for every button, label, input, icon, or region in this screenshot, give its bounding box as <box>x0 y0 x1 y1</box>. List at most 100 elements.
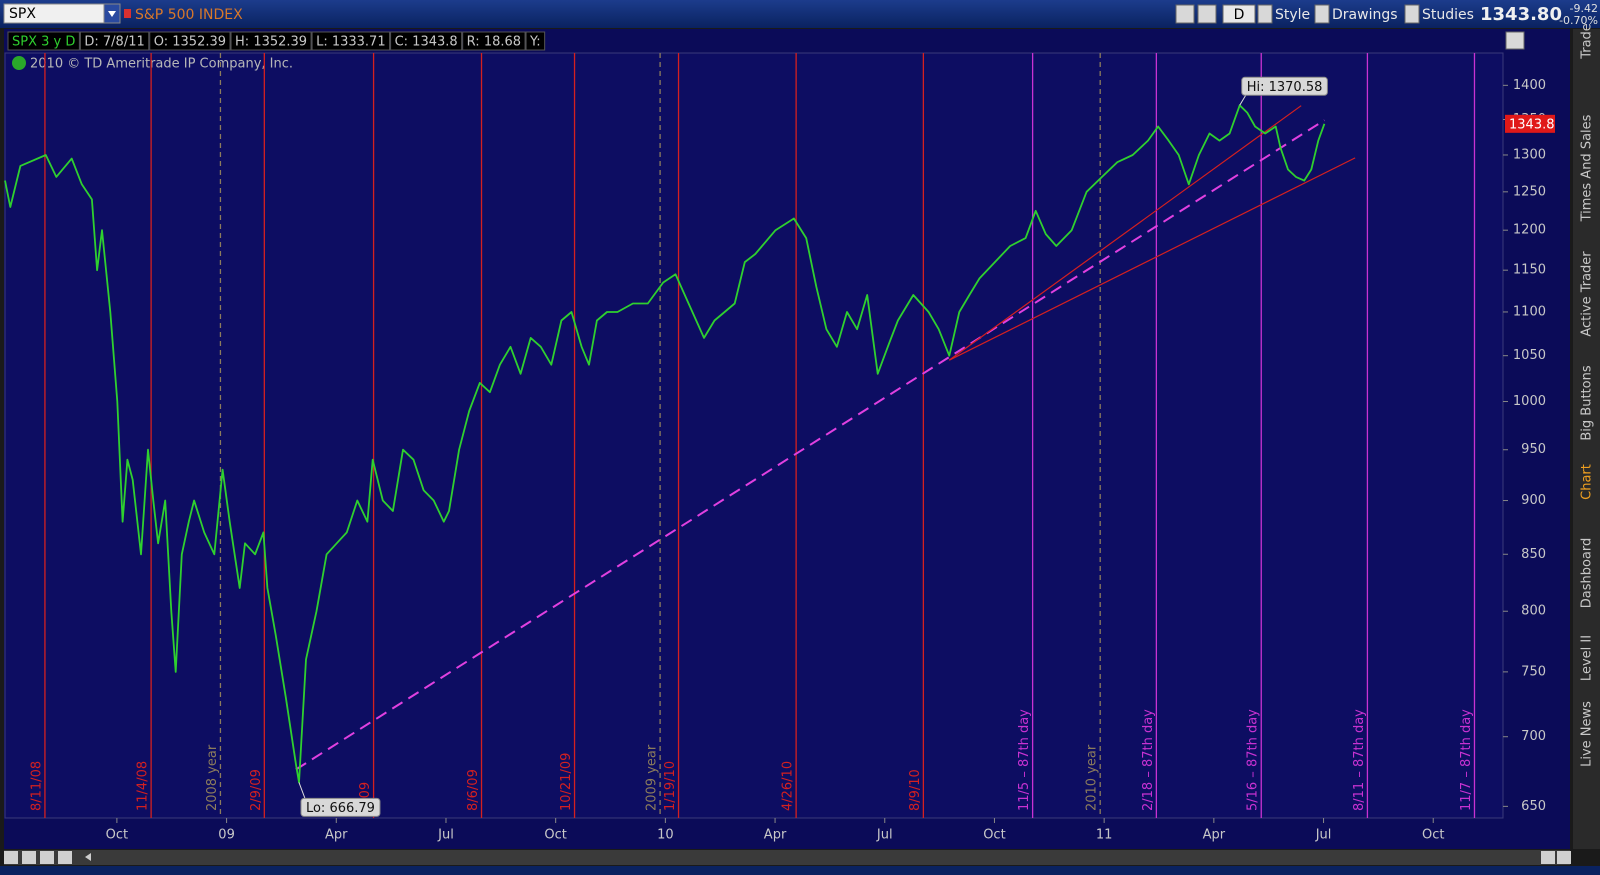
y-tick-label: 950 <box>1521 442 1546 457</box>
trendline <box>948 105 1302 361</box>
link-button[interactable] <box>1175 4 1195 24</box>
event-label: 8/9/10 <box>908 769 923 811</box>
y-tick-label: 1250 <box>1513 184 1546 199</box>
x-tick-label: Apr <box>764 828 787 843</box>
side-tab[interactable]: Trade <box>1580 23 1595 60</box>
change-percent: -0.70% <box>1559 14 1598 27</box>
last-price: 1343.80 <box>1480 4 1562 25</box>
info-bar: SPX 3 y D D: 7/8/11 O: 1352.39 H: 1352.39 L:… <box>7 31 546 51</box>
side-tab[interactable]: Chart <box>1580 464 1595 500</box>
info-box <box>311 31 391 51</box>
side-tabs: Trade Times And Sales Active Trader Big But… <box>1580 23 1595 767</box>
scroll-end[interactable] <box>1557 851 1571 864</box>
side-tab[interactable]: Times And Sales <box>1580 114 1595 222</box>
event-label: 2010 year <box>1085 744 1100 811</box>
info-item: Y: <box>529 35 541 50</box>
event-label: 11/4/08 <box>136 761 151 811</box>
info-item: C: 1343.8 <box>395 35 458 50</box>
trendline <box>948 157 1356 361</box>
scroll-left[interactable] <box>85 853 91 861</box>
event-label: 2/9/09 <box>249 769 264 811</box>
side-tab[interactable]: Level II <box>1580 635 1595 681</box>
side-tab[interactable]: Dashboard <box>1580 538 1595 609</box>
change: -9.42 <box>1570 2 1598 15</box>
period-button[interactable] <box>1222 4 1256 24</box>
toolbar <box>0 0 1600 28</box>
event-label: 1/19/10 <box>663 761 678 811</box>
event-label: 10/21/09 <box>559 753 574 811</box>
last-price-label: 1343.8 <box>1509 117 1555 132</box>
style-icon[interactable] <box>1257 4 1273 24</box>
event-label: 8/6/09 <box>466 769 481 811</box>
period: D <box>1234 7 1245 23</box>
info-box <box>462 31 526 51</box>
event-label: 8/11 – 87th day <box>1352 709 1367 811</box>
y-tick-label: 850 <box>1521 547 1546 562</box>
x-tick-label: Jul <box>437 828 454 843</box>
y-tick-label: 1200 <box>1513 223 1546 238</box>
side-tab[interactable]: Active Trader <box>1580 251 1595 337</box>
zoom-button[interactable] <box>4 851 18 864</box>
annotation-label: Hi: 1370.58 <box>1247 80 1323 95</box>
zoom-button[interactable] <box>58 851 72 864</box>
event-label: 2009 year <box>645 744 660 811</box>
x-tick-label: Oct <box>106 828 128 843</box>
event-label: 5/16 – 87th day <box>1246 709 1261 811</box>
info-box <box>7 31 80 51</box>
studies-icon[interactable] <box>1404 4 1420 24</box>
style-button[interactable]: Style <box>1275 7 1310 23</box>
copyright: 2010 © TD Ameritrade IP Company, Inc. <box>30 57 293 72</box>
event-label: 11/5 – 87th day <box>1017 709 1032 811</box>
side-tab[interactable]: Big Buttons <box>1580 365 1595 440</box>
y-tick-label: 800 <box>1521 604 1546 619</box>
symbol-icon <box>124 9 131 18</box>
annotation-box <box>300 797 381 817</box>
event-label: 2008 year <box>205 744 220 811</box>
y-tick-label: 1300 <box>1513 147 1546 162</box>
side-panel <box>1573 29 1600 849</box>
y-tick-label: 1100 <box>1513 304 1546 319</box>
status-strip <box>0 866 1600 875</box>
x-tick-label: Apr <box>1203 828 1226 843</box>
x-tick-label: Apr <box>325 828 348 843</box>
x-tick-label: 11 <box>1096 828 1113 843</box>
draw-button[interactable] <box>1197 4 1217 24</box>
plot-area <box>4 52 1504 819</box>
info-box <box>149 31 231 51</box>
scrollbar[interactable] <box>4 850 1570 865</box>
side-tab[interactable]: Live News <box>1580 701 1595 767</box>
x-tick-label: Jul <box>1315 828 1332 843</box>
zoom-button[interactable] <box>22 851 36 864</box>
y-tick-label: 900 <box>1521 493 1546 508</box>
annotation-label: Lo: 666.79 <box>306 801 375 816</box>
info-box <box>230 31 312 51</box>
y-tick-label: 700 <box>1521 729 1546 744</box>
y-tick-label: 1050 <box>1513 348 1546 363</box>
y-tick-label: 750 <box>1521 664 1546 679</box>
zoom-button[interactable] <box>40 851 54 864</box>
scroll-right[interactable] <box>1541 851 1555 864</box>
x-tick-label: Jul <box>876 828 893 843</box>
price-line <box>4 104 1326 784</box>
studies-button[interactable]: Studies <box>1422 7 1474 23</box>
info-item: SPX 3 y D <box>12 35 75 50</box>
info-item: D: 7/8/11 <box>84 35 144 50</box>
x-tick-label: Oct <box>1422 828 1444 843</box>
plot: 650 700 750 800 850 900 950 1000 1050 1100 1150 120… <box>4 53 1555 843</box>
x-tick-label: 10 <box>657 828 674 843</box>
symbol: SPX <box>9 6 36 22</box>
drawings-icon[interactable] <box>1314 4 1330 24</box>
annotation-box <box>1241 76 1328 96</box>
info-item: L: 1333.71 <box>316 35 386 50</box>
info-item: O: 1352.39 <box>154 35 226 50</box>
drawings-button[interactable]: Drawings <box>1332 7 1398 23</box>
info-box <box>525 31 546 51</box>
event-label: 4/26/10 <box>781 761 796 811</box>
event-label: 11/7 – 87th day <box>1459 709 1474 811</box>
x-tick-label: Oct <box>983 828 1005 843</box>
chart-settings[interactable] <box>1505 31 1525 50</box>
annotation-pointer <box>1239 95 1247 106</box>
dropdown-arrow <box>108 11 116 17</box>
x-tick-label: Oct <box>544 828 566 843</box>
